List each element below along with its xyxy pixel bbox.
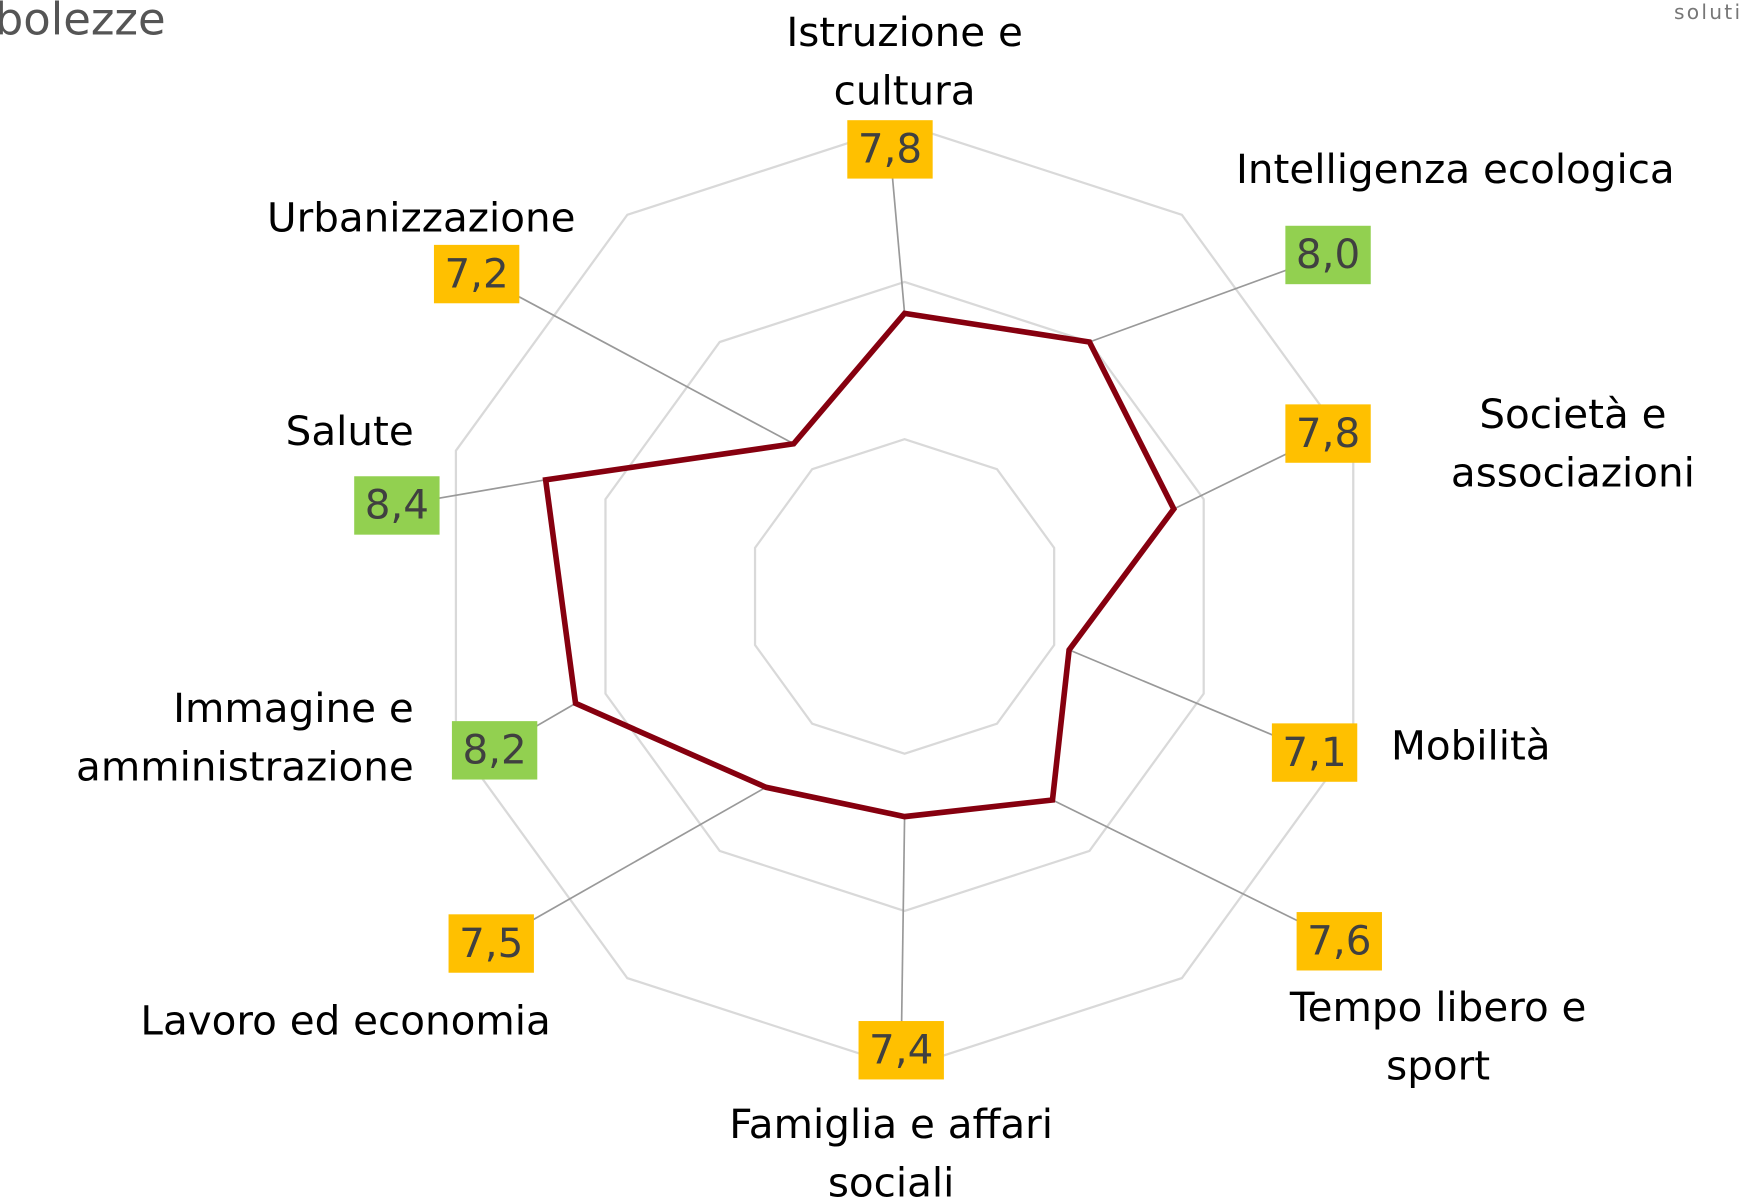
- leader-line: [900, 816, 906, 1051]
- category-label-box: Immagine e amministrazione: [76, 686, 414, 791]
- category-label-box: Urbanizzazione: [267, 195, 576, 242]
- category-label-box: Mobilità: [1390, 723, 1551, 770]
- value-label: 7,8: [858, 125, 922, 173]
- value-label-box: [354, 476, 440, 535]
- logo-fragment: soluti: [1674, 0, 1742, 24]
- grid-ring: [753, 438, 1056, 755]
- category-label: Tempo libero e sport: [1289, 985, 1587, 1090]
- value-label: 7,6: [1307, 917, 1371, 965]
- category-label-box: Intelligenza ecologica: [1235, 147, 1675, 194]
- category-label: Immagine e amministrazione: [76, 686, 414, 791]
- value-label: 7,5: [459, 919, 523, 967]
- plot: [542, 310, 1178, 820]
- category-label: Istruzione e cultura: [786, 10, 1023, 115]
- category-label: Società e associazioni: [1450, 392, 1695, 497]
- value-label: 7,2: [444, 249, 508, 297]
- category-label-box: Società e associazioni: [1450, 392, 1695, 497]
- title-fragment: bolezze: [0, 0, 166, 45]
- value-label: 7,4: [869, 1025, 933, 1073]
- value-label-box: [451, 721, 538, 780]
- value-label-box: [858, 1021, 944, 1080]
- leader-line: [1052, 799, 1340, 943]
- category-label: Mobilità: [1390, 723, 1551, 770]
- labels: 7,8 8,0 7,8 7,1 7,6 7,4 7,5 8,2 8,4 7,2 Istruzione…: [76, 10, 1695, 1203]
- value-label: 8,0: [1296, 230, 1360, 278]
- value-label: 7,8: [1296, 409, 1360, 457]
- category-label-box: Lavoro ed economia: [140, 998, 551, 1045]
- value-label-box: [433, 244, 520, 304]
- value-label-box: [1285, 404, 1371, 463]
- category-label-box: Tempo libero e sport: [1289, 985, 1587, 1090]
- value-label-box: [1271, 723, 1358, 782]
- leader-line: [490, 786, 767, 945]
- value-label-box: [1285, 225, 1371, 285]
- value-label-box: [448, 914, 534, 973]
- grid-ring: [454, 123, 1355, 1070]
- category-label-box: Istruzione e cultura: [786, 10, 1023, 115]
- grid: [454, 123, 1355, 1070]
- grid-ring: [604, 280, 1205, 913]
- category-label: Salute: [285, 408, 414, 455]
- category-label: Lavoro ed economia: [140, 998, 551, 1045]
- series-line: [542, 310, 1178, 820]
- value-label: 8,4: [365, 481, 429, 529]
- leader-line: [476, 273, 795, 445]
- category-label: Urbanizzazione: [267, 195, 576, 242]
- category-label: Famiglia e affari sociali: [729, 1101, 1053, 1203]
- value-label-box: [847, 120, 933, 179]
- category-label: Intelligenza ecologica: [1235, 147, 1675, 194]
- category-label-box: Famiglia e affari sociali: [729, 1101, 1053, 1203]
- value-label: 8,2: [462, 726, 526, 774]
- value-label-box: [1296, 912, 1382, 971]
- value-label: 7,1: [1282, 728, 1346, 776]
- category-label-box: Salute: [285, 408, 414, 455]
